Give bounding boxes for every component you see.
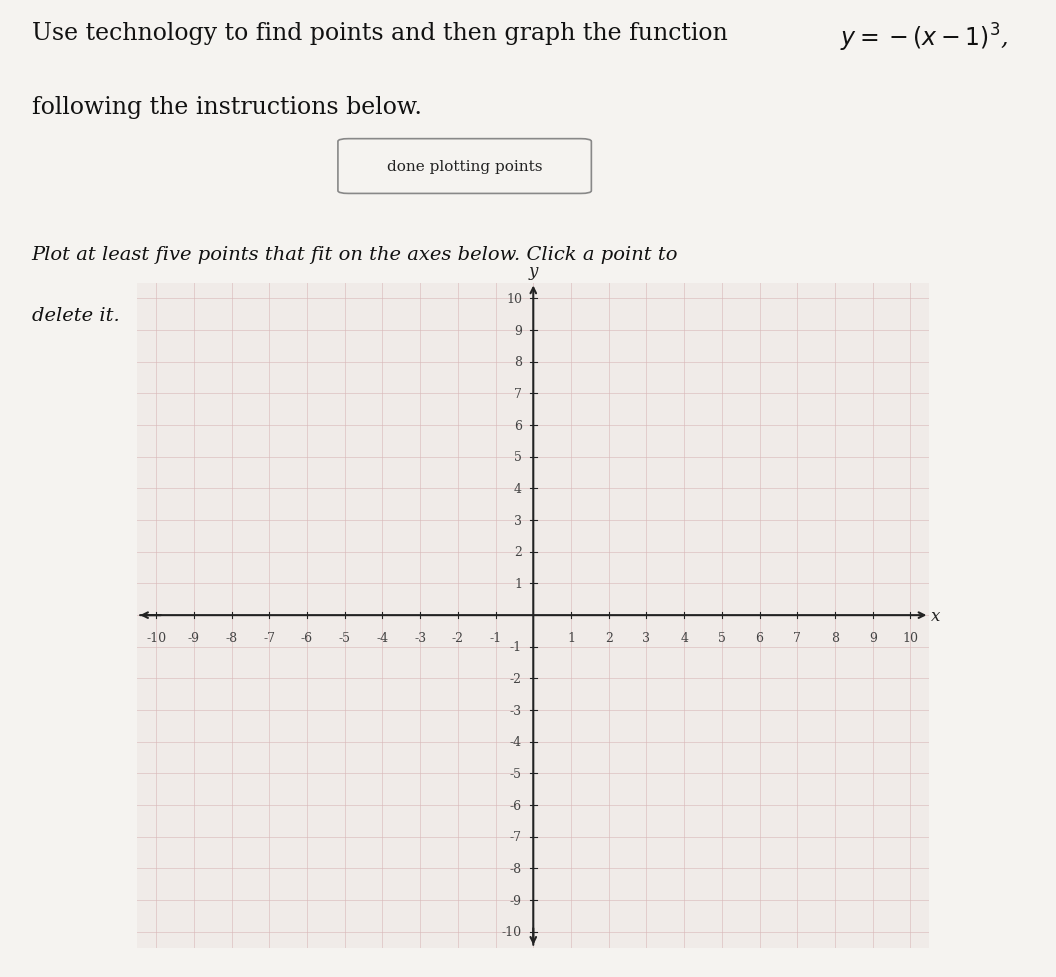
Text: -10: -10 [502,925,522,938]
Text: $y = -(x-1)^3$,: $y = -(x-1)^3$, [840,21,1007,54]
Text: -2: -2 [510,672,522,685]
Text: 7: 7 [514,388,522,401]
Text: 9: 9 [514,324,522,337]
Text: 1: 1 [514,577,522,590]
Text: 10: 10 [506,293,522,306]
Text: 8: 8 [831,631,840,644]
Text: 8: 8 [514,356,522,369]
Text: 7: 7 [793,631,802,644]
Text: 3: 3 [642,631,650,644]
Text: -9: -9 [188,631,200,644]
Text: -1: -1 [510,641,522,654]
Text: -1: -1 [490,631,502,644]
Text: -7: -7 [263,631,276,644]
Text: -9: -9 [510,894,522,907]
Text: -2: -2 [452,631,464,644]
Text: done plotting points: done plotting points [386,160,543,174]
Text: 1: 1 [567,631,576,644]
Text: 4: 4 [680,631,689,644]
Text: 3: 3 [514,514,522,528]
Text: 2: 2 [514,546,522,559]
Text: following the instructions below.: following the instructions below. [32,96,421,119]
Text: -10: -10 [146,631,166,644]
Text: x: x [931,607,941,624]
Text: 9: 9 [869,631,876,644]
Text: 6: 6 [514,419,522,432]
Text: -3: -3 [414,631,427,644]
Text: 5: 5 [514,450,522,464]
Text: Plot at least five points that fit on the axes below. Click a point to: Plot at least five points that fit on th… [32,246,678,264]
Text: -4: -4 [510,736,522,748]
Text: 5: 5 [718,631,725,644]
Text: -5: -5 [510,767,522,781]
Text: 10: 10 [903,631,919,644]
Text: -8: -8 [226,631,238,644]
Text: 2: 2 [605,631,612,644]
Text: 4: 4 [514,483,522,495]
Text: delete it.: delete it. [32,307,119,324]
Text: 6: 6 [755,631,763,644]
Text: Use technology to find points and then graph the function: Use technology to find points and then g… [32,21,735,45]
Text: -3: -3 [510,703,522,717]
Text: y: y [529,263,538,280]
Text: -6: -6 [510,799,522,812]
Text: -7: -7 [510,830,522,843]
FancyBboxPatch shape [338,140,591,194]
Text: -4: -4 [376,631,389,644]
Text: -8: -8 [510,862,522,875]
Text: -5: -5 [339,631,351,644]
Text: -6: -6 [301,631,313,644]
